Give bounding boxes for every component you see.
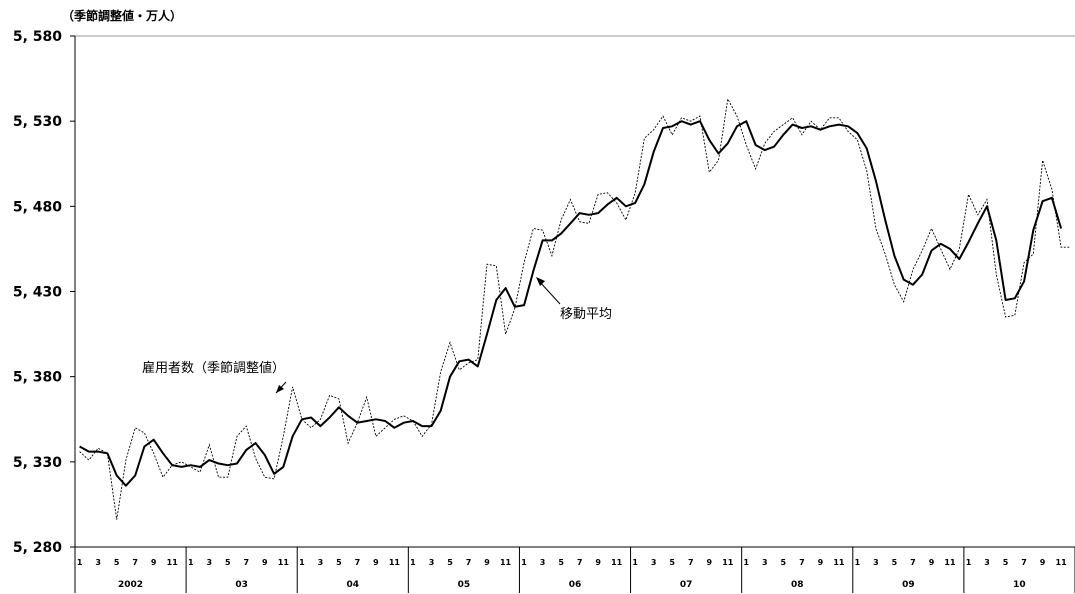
month-tick-label: 7 [799, 558, 805, 567]
month-tick-label: 1 [521, 558, 527, 567]
month-tick-label: 1 [410, 558, 416, 567]
month-tick-label: 3 [984, 558, 990, 567]
month-tick-label: 9 [262, 558, 268, 567]
month-tick-label: 9 [706, 558, 712, 567]
month-tick-label: 3 [95, 558, 101, 567]
month-tick-label: 1 [299, 558, 305, 567]
y-tick-label: 5, 330 [13, 455, 62, 471]
plot-frame [74, 35, 1075, 548]
month-tick-label: 9 [595, 558, 601, 567]
year-tick-label: 06 [569, 580, 582, 590]
month-tick-label: 1 [188, 558, 194, 567]
month-tick-label: 5 [669, 558, 675, 567]
month-tick-label: 7 [132, 558, 138, 567]
month-tick-label: 3 [206, 558, 212, 567]
month-tick-label: 5 [558, 558, 564, 567]
month-tick-label: 11 [167, 558, 179, 567]
y-axis-unit-label: （季節調整値・万人） [62, 9, 183, 23]
annotation-moving-average-leader [538, 280, 561, 305]
month-tick-label: 11 [833, 558, 845, 567]
month-tick-label: 9 [929, 558, 935, 567]
month-tick-label: 3 [318, 558, 324, 567]
year-tick-label: 10 [1013, 580, 1026, 590]
month-tick-label: 11 [500, 558, 512, 567]
month-tick-label: 7 [910, 558, 916, 567]
month-tick-label: 1 [966, 558, 972, 567]
month-tick-label: 7 [577, 558, 583, 567]
month-tick-label: 5 [336, 558, 342, 567]
year-tick-label: 2002 [118, 580, 143, 590]
month-tick-label: 11 [944, 558, 956, 567]
month-tick-label: 5 [892, 558, 898, 567]
y-tick-label: 5, 380 [13, 370, 62, 386]
month-tick-label: 9 [151, 558, 157, 567]
y-tick-label: 5, 530 [13, 114, 62, 130]
year-tick-label: 05 [458, 580, 471, 590]
y-tick-label: 5, 430 [13, 285, 62, 301]
year-tick-label: 09 [902, 580, 915, 590]
month-tick-label: 11 [722, 558, 734, 567]
annotation-employee-count: 雇用者数（季節調整値） [142, 360, 285, 376]
y-tick-label: 5, 580 [13, 29, 62, 45]
year-tick-label: 08 [791, 580, 804, 590]
month-tick-label: 7 [1021, 558, 1027, 567]
year-tick-label: 03 [235, 580, 248, 590]
month-tick-label: 5 [781, 558, 787, 567]
month-tick-label: 1 [77, 558, 83, 567]
series-lines [79, 97, 1071, 520]
month-tick-label: 7 [688, 558, 694, 567]
year-tick-label: 07 [680, 580, 693, 590]
series-line-moving-average [79, 120, 1063, 487]
year-tick-label: 04 [347, 580, 360, 590]
month-tick-label: 1 [744, 558, 750, 567]
y-axis: 5, 280 5, 330 5, 380 5, 430 5, 480 5, 530 5, 5… [13, 29, 75, 556]
month-tick-label: 9 [484, 558, 490, 567]
month-tick-label: 3 [540, 558, 546, 567]
month-tick-label: 7 [244, 558, 250, 567]
month-tick-label: 5 [447, 558, 453, 567]
month-tick-label: 5 [225, 558, 231, 567]
month-tick-label: 3 [762, 558, 768, 567]
month-tick-label: 5 [114, 558, 120, 567]
month-tick-label: 11 [278, 558, 290, 567]
month-tick-label: 1 [855, 558, 861, 567]
annotations: 雇用者数（季節調整値） 移動平均 [142, 277, 612, 394]
month-tick-label: 5 [1003, 558, 1009, 567]
y-tick-label: 5, 280 [13, 540, 62, 556]
month-tick-label: 1 [632, 558, 638, 567]
month-tick-label: 7 [355, 558, 361, 567]
month-tick-label: 9 [373, 558, 379, 567]
month-tick-label: 11 [1056, 558, 1068, 567]
month-tick-label: 3 [651, 558, 657, 567]
month-tick-label: 3 [873, 558, 879, 567]
month-tick-label: 9 [818, 558, 824, 567]
annotation-moving-average-arrowhead [536, 277, 545, 286]
month-tick-label: 11 [611, 558, 623, 567]
annotation-moving-average: 移動平均 [560, 307, 612, 322]
month-tick-label: 11 [389, 558, 401, 567]
y-tick-label: 5, 480 [13, 199, 62, 215]
annotation-employee-count-arrowhead [276, 385, 284, 393]
month-tick-label: 3 [429, 558, 435, 567]
month-tick-label: 9 [1040, 558, 1046, 567]
month-tick-label: 7 [466, 558, 472, 567]
